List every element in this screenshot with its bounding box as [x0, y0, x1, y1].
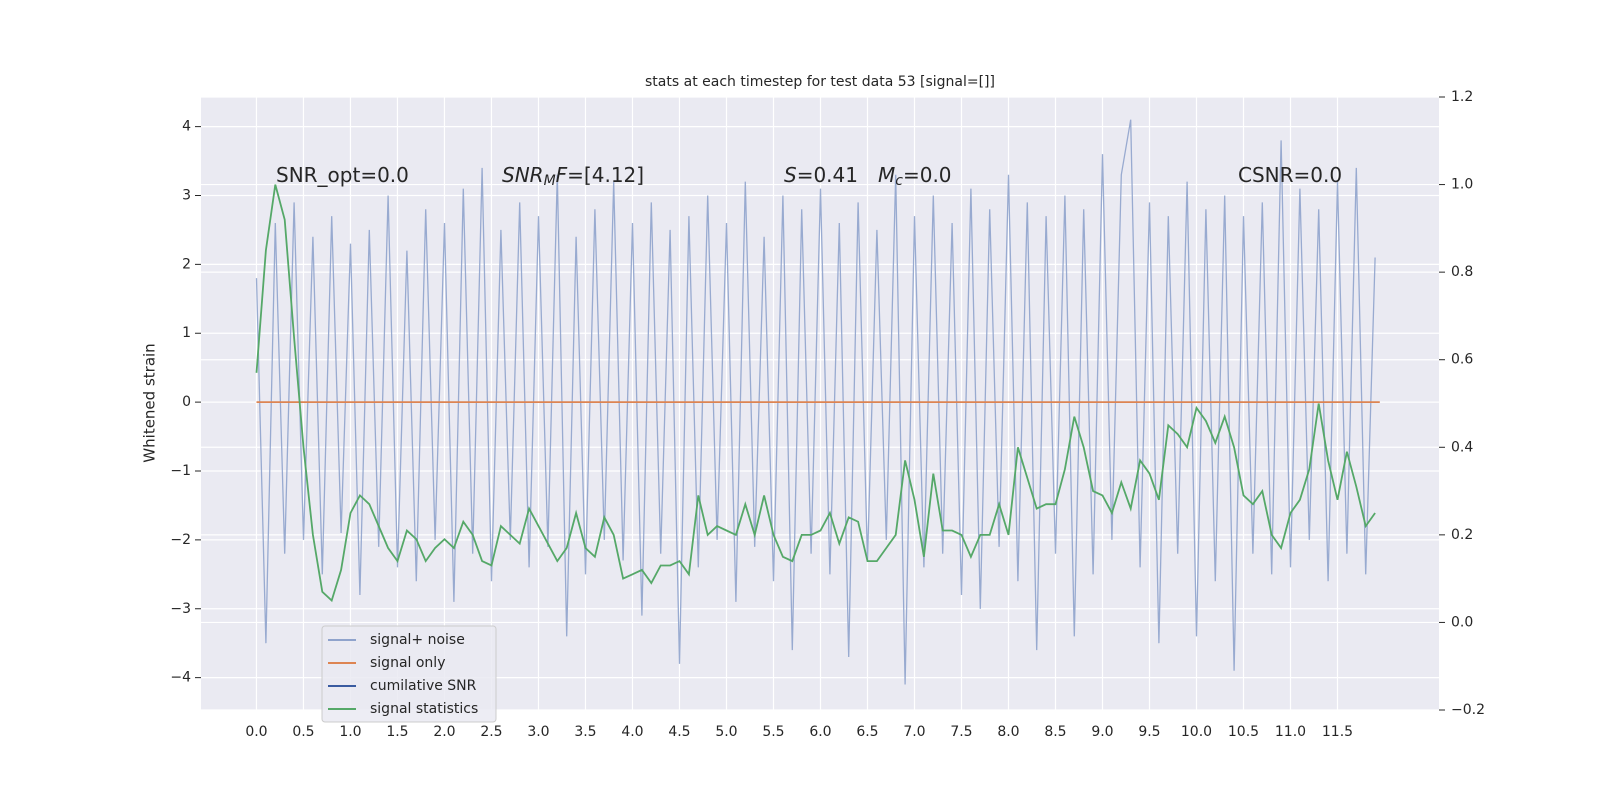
x-tick-label: 3.5	[574, 724, 596, 740]
y-tick-label: −3	[170, 601, 191, 617]
annotation: S=0.41	[784, 163, 858, 187]
x-tick-label: 5.0	[715, 724, 737, 740]
legend-label: signal+ noise	[370, 632, 465, 648]
x-tick-label: 7.5	[950, 724, 972, 740]
chart-title: stats at each timestep for test data 53 …	[645, 74, 995, 90]
annotation-part: M	[544, 173, 556, 189]
annotation-part: =0.41	[797, 163, 858, 187]
legend-label: signal only	[370, 655, 445, 671]
y-tick-label: −2	[170, 532, 191, 548]
annotation: Mc=0.0	[878, 163, 952, 190]
annotation-part: =[4.12]	[567, 163, 644, 187]
y-tick-label: −1	[170, 463, 191, 479]
y-tick-label: 3	[182, 187, 191, 203]
annotation: SNR_opt=0.0	[276, 163, 409, 187]
series-line	[255, 184, 1376, 603]
y2-tick-label: 0.4	[1451, 439, 1473, 455]
y2-tick-label: 1.2	[1451, 89, 1473, 105]
x-tick-label: 5.5	[762, 724, 784, 740]
y2-tick-label: −0.2	[1451, 702, 1485, 718]
legend-label: signal statistics	[370, 701, 478, 717]
x-tick-label: 10.0	[1181, 724, 1212, 740]
x-tick-label: 7.0	[903, 724, 925, 740]
x-tick-label: 2.5	[480, 724, 502, 740]
annotation-part: SNR_opt=0.0	[276, 163, 409, 187]
annotation-part: SNR	[502, 163, 544, 187]
x-tick-label: 6.5	[856, 724, 878, 740]
y2-tick-label: 0.2	[1451, 527, 1473, 543]
y-tick-label: 2	[182, 256, 191, 272]
x-tick-label: 4.0	[621, 724, 643, 740]
x-tick-label: 1.0	[339, 724, 361, 740]
x-tick-label: 8.0	[997, 724, 1019, 740]
legend-label: cumilative SNR	[370, 678, 477, 694]
y-tick-label: −4	[170, 670, 191, 686]
series-line	[255, 119, 1376, 685]
annotation-part: CSNR=0.0	[1238, 163, 1342, 187]
x-tick-label: 9.0	[1091, 724, 1113, 740]
x-tick-label: 0.0	[245, 724, 267, 740]
y-tick-label: 1	[182, 325, 191, 341]
x-tick-label: 11.5	[1322, 724, 1353, 740]
x-tick-label: 1.5	[386, 724, 408, 740]
x-tick-label: 3.0	[527, 724, 549, 740]
y-tick-label: 4	[182, 119, 191, 135]
annotation-part: S	[784, 163, 797, 187]
annotation: SNRMF=[4.12]	[502, 163, 644, 190]
x-tick-label: 8.5	[1044, 724, 1066, 740]
legend-box	[321, 625, 497, 723]
y2-tick-label: 0.0	[1451, 614, 1473, 630]
y-axis-label: Whitened strain	[141, 343, 159, 462]
x-tick-label: 4.5	[668, 724, 690, 740]
x-tick-label: 11.0	[1275, 724, 1306, 740]
x-tick-label: 0.5	[292, 724, 314, 740]
x-tick-label: 2.0	[433, 724, 455, 740]
annotation-part: =0.0	[903, 163, 952, 187]
x-tick-label: 6.0	[809, 724, 831, 740]
y-tick-label: 0	[182, 394, 191, 410]
annotation: CSNR=0.0	[1238, 163, 1342, 187]
annotation-part: c	[895, 173, 903, 189]
x-tick-label: 10.5	[1228, 724, 1259, 740]
y2-tick-label: 0.8	[1451, 264, 1473, 280]
y2-tick-label: 1.0	[1451, 177, 1473, 193]
annotation-part: M	[878, 163, 895, 187]
y2-tick-label: 0.6	[1451, 352, 1473, 368]
annotation-part: F	[556, 163, 568, 187]
x-tick-label: 9.5	[1138, 724, 1160, 740]
